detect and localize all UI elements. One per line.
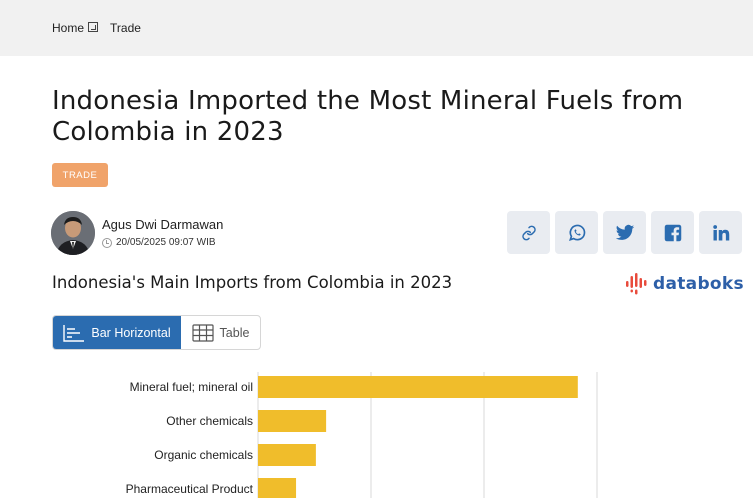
tab-table-label: Table [219,325,250,340]
databoks-logo-mark-icon [626,273,647,295]
bar[interactable] [258,478,297,498]
whatsapp-icon [568,224,585,241]
category-label: Other chemicals [166,414,253,428]
category-label: Pharmaceutical Product [126,482,254,496]
author-name[interactable]: Agus Dwi Darmawan [102,217,224,232]
bar-chart: Mineral fuel; mineral oil Other chemicals… [126,372,598,498]
category-tag[interactable]: TRADE [52,163,108,187]
category-label: Organic chemicals [154,448,253,462]
breadcrumb-bar: Home Trade [0,0,753,56]
twitter-share-button[interactable] [603,211,646,254]
category-label: Mineral fuel; mineral oil [130,380,253,394]
tab-bar-horizontal-label: Bar Horizontal [91,325,171,340]
bar[interactable] [258,444,316,466]
linkedin-icon [712,224,729,240]
author-avatar[interactable] [51,211,95,255]
article-title: Indonesia Imported the Most Mineral Fuel… [52,86,684,147]
chart-view-toggle: Bar Horizontal Table [52,315,261,350]
table-grid-icon [191,323,214,342]
breadcrumb-home[interactable]: Home [52,21,85,35]
bar-chart-icon [63,324,85,342]
breadcrumb: Home Trade [52,21,141,35]
bar[interactable] [258,376,578,398]
publish-meta: 20/05/2025 09:07 WIB [102,237,216,248]
facebook-icon [664,224,681,242]
copy-link-button[interactable] [507,211,550,254]
facebook-share-button[interactable] [651,211,694,254]
tab-table[interactable]: Table [181,316,260,349]
publish-date: 20/05/2025 09:07 WIB [116,237,216,248]
tab-bar-horizontal[interactable]: Bar Horizontal [53,316,181,349]
bar[interactable] [258,410,327,432]
twitter-icon [615,224,634,240]
chart-title: Indonesia's Main Imports from Colombia i… [52,273,453,292]
whatsapp-share-button[interactable] [555,211,598,254]
databoks-logo[interactable]: databoks [626,272,744,296]
logo-text: databoks [653,274,744,294]
link-icon [521,225,536,240]
breadcrumb-separator-icon [88,22,99,32]
linkedin-share-button[interactable] [699,211,742,254]
breadcrumb-current[interactable]: Trade [110,21,141,35]
clock-icon [102,237,112,248]
